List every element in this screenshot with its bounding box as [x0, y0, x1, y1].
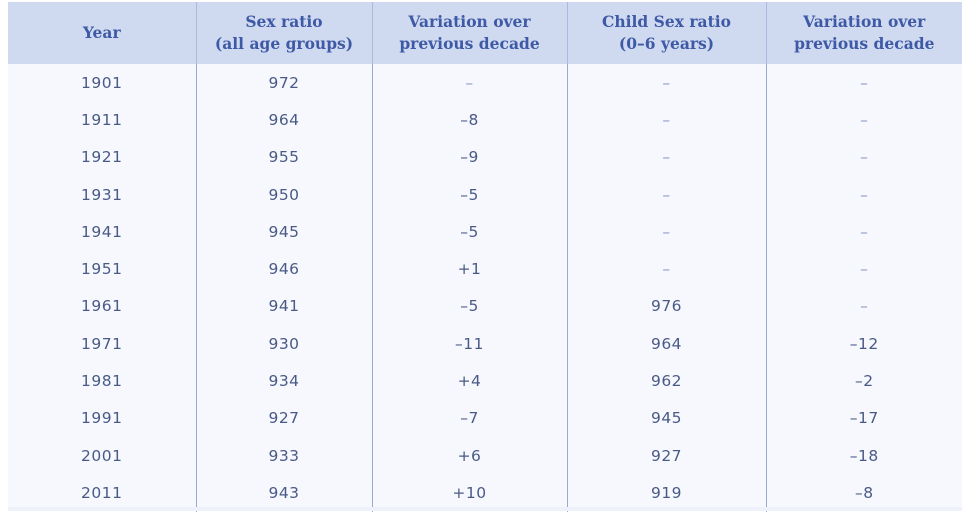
- cell-variation-2: –8: [765, 474, 962, 512]
- cell-sex-ratio: 955: [195, 138, 372, 176]
- table-row: 1971 930 –11 964 –12: [8, 325, 962, 363]
- cell-variation-2: –: [765, 287, 962, 326]
- header-variation-2-line1: Variation over: [803, 12, 926, 31]
- header-variation-1-line1: Variation over: [408, 12, 531, 31]
- cell-sex-ratio: 950: [195, 175, 372, 214]
- cell-variation-1: –8: [371, 101, 567, 139]
- cell-year: 1961: [81, 297, 123, 316]
- cell-variation-1: +10: [371, 474, 567, 512]
- header-variation-1-line2: previous decade: [399, 34, 540, 53]
- cell-variation-1: +1: [371, 250, 567, 288]
- header-variation-2: Variation over previous decade: [765, 2, 962, 64]
- table-row: 1901 972– – –: [8, 64, 962, 102]
- cell-variation-1: –5: [371, 213, 567, 251]
- header-year-label: Year: [82, 23, 121, 42]
- cell-sex-ratio: 941: [195, 287, 372, 326]
- cell-child-sex-ratio: –: [566, 213, 766, 251]
- header-variation-1: Variation over previous decade: [371, 2, 567, 64]
- header-row: Year Sex ratio (all age groups) Variatio…: [8, 2, 962, 64]
- cell-child-sex-ratio: 962: [566, 362, 766, 400]
- table-row: 1921 955 –9– –: [8, 138, 962, 176]
- table-row: 2001 933 +6 927 –18: [8, 436, 962, 475]
- cell-variation-2: –: [765, 175, 962, 214]
- table-row: 1941 945 –5– –: [8, 213, 962, 251]
- cell-sex-ratio: 945: [195, 213, 372, 251]
- cell-sex-ratio: 964: [195, 101, 372, 139]
- cell-year: 1911: [81, 110, 123, 129]
- cell-child-sex-ratio: –: [566, 175, 766, 214]
- cell-sex-ratio: 927: [195, 399, 372, 437]
- cell-variation-2: –18: [765, 436, 962, 475]
- cell-child-sex-ratio: –: [566, 64, 766, 102]
- cell-variation-2: –17: [765, 399, 962, 437]
- cell-variation-1: –11: [371, 325, 567, 363]
- cell-variation-1: –7: [371, 399, 567, 437]
- table-row: 2011 943 +10 919 –8: [8, 474, 962, 512]
- cell-variation-2: –: [765, 213, 962, 251]
- cell-year: 2001: [81, 446, 123, 465]
- table-row: 1991 927 –7 945 –17: [8, 399, 962, 437]
- table-header: Year Sex ratio (all age groups) Variatio…: [8, 2, 962, 64]
- cell-child-sex-ratio: 964: [566, 325, 766, 363]
- cell-sex-ratio: 934: [195, 362, 372, 400]
- cell-variation-2: –: [765, 250, 962, 288]
- header-variation-2-line2: previous decade: [794, 34, 935, 53]
- table-bottom-border: [8, 507, 962, 511]
- cell-child-sex-ratio: 919: [566, 474, 766, 512]
- cell-sex-ratio: 930: [195, 325, 372, 363]
- cell-variation-1: –5: [371, 287, 567, 326]
- cell-year: 1901: [81, 73, 123, 92]
- cell-child-sex-ratio: 927: [566, 436, 766, 475]
- cell-child-sex-ratio: 945: [566, 399, 766, 437]
- table-body: 1901 972– – –1911 964 –8– –1921 955 –9– –1931 950–…: [8, 64, 962, 512]
- cell-variation-2: –: [765, 64, 962, 102]
- cell-child-sex-ratio: –: [566, 138, 766, 176]
- cell-year: 1941: [81, 222, 123, 241]
- cell-sex-ratio: 972: [195, 64, 372, 102]
- cell-year: 1931: [81, 185, 123, 204]
- sex-ratio-table-container: Year Sex ratio (all age groups) Variatio…: [8, 2, 962, 512]
- cell-year: 1951: [81, 260, 123, 279]
- cell-variation-2: –: [765, 138, 962, 176]
- cell-sex-ratio: 946: [195, 250, 372, 288]
- cell-sex-ratio: 943: [195, 474, 372, 512]
- header-sex-ratio-line1: Sex ratio: [245, 12, 323, 31]
- table-row: 1981 934 +4 962 –2: [8, 362, 962, 400]
- cell-year: 2011: [81, 483, 123, 502]
- cell-year: 1991: [81, 409, 123, 428]
- table-row: 1911 964 –8– –: [8, 101, 962, 139]
- table-row: 1931 950 –5– –: [8, 175, 962, 214]
- cell-year: 1971: [81, 334, 123, 353]
- cell-variation-1: –9: [371, 138, 567, 176]
- cell-child-sex-ratio: –: [566, 250, 766, 288]
- cell-year: 1921: [81, 148, 123, 167]
- cell-variation-1: +4: [371, 362, 567, 400]
- header-sex-ratio: Sex ratio (all age groups): [195, 2, 372, 64]
- cell-variation-1: –5: [371, 175, 567, 214]
- cell-variation-1: +6: [371, 436, 567, 475]
- cell-variation-1: –: [371, 64, 567, 102]
- header-child-sex-ratio-line1: Child Sex ratio: [602, 12, 731, 31]
- cell-variation-2: –12: [765, 325, 962, 363]
- header-child-sex-ratio-line2: (0–6 years): [618, 34, 715, 53]
- header-year: Year: [8, 2, 196, 64]
- cell-year: 1981: [81, 372, 123, 391]
- header-sex-ratio-line2: (all age groups): [214, 34, 354, 53]
- cell-child-sex-ratio: 976: [566, 287, 766, 326]
- header-child-sex-ratio: Child Sex ratio (0–6 years): [566, 2, 766, 64]
- cell-sex-ratio: 933: [195, 436, 372, 475]
- cell-variation-2: –: [765, 101, 962, 139]
- table-row: 1951 946 +1– –: [8, 250, 962, 288]
- sex-ratio-table: Year Sex ratio (all age groups) Variatio…: [8, 2, 962, 512]
- table-row: 1961 941 –5 976–: [8, 287, 962, 326]
- cell-variation-2: –2: [765, 362, 962, 400]
- cell-child-sex-ratio: –: [566, 101, 766, 139]
